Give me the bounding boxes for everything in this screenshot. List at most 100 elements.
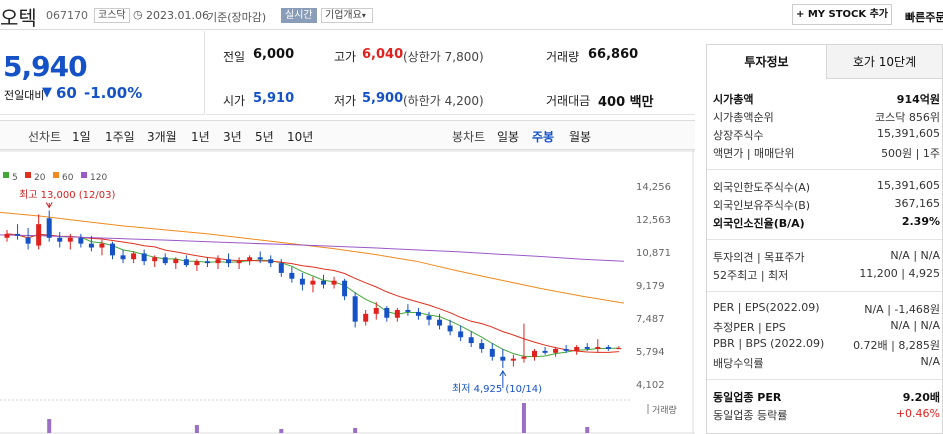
candle-body — [458, 331, 464, 338]
info-row-value: 15,391,605 — [877, 127, 940, 140]
realtime-button[interactable]: 실시간 — [281, 8, 317, 23]
candle-body — [321, 280, 326, 285]
volume-value: 66,860 — [588, 47, 639, 62]
info-row-value: 15,391,605 — [877, 179, 940, 192]
legend-label: 60 — [62, 173, 74, 183]
period-0[interactable]: 1일 — [72, 130, 91, 144]
candle-body — [616, 348, 622, 350]
candle-body — [120, 255, 126, 260]
legend-label: 5 — [12, 173, 18, 183]
candle-body — [36, 224, 42, 246]
candle-body — [141, 253, 147, 262]
candle-body — [173, 259, 179, 264]
volume-bar — [353, 428, 358, 433]
info-row-label: 액면가 | 매매단위 — [713, 147, 795, 160]
period-6[interactable]: 10년 — [287, 130, 314, 144]
period-5[interactable]: 5년 — [255, 130, 274, 144]
info-row: PER | EPS(2022.09) N/A | -1,468원 — [713, 301, 940, 318]
market-badge: 코스닥 — [94, 8, 130, 23]
tab-invest-info[interactable]: 투자정보 — [707, 45, 826, 79]
moving-average-line — [0, 234, 625, 262]
candle-body — [299, 278, 305, 285]
prev-label: 전일 — [223, 50, 246, 64]
lower-limit: (하한가 4,200) — [403, 94, 484, 108]
prev-value: 6,000 — [253, 47, 295, 62]
low-label: 저가 — [334, 94, 357, 108]
candle-body — [236, 261, 242, 264]
info-row-label: 외국인소진율(B/A) — [713, 217, 805, 230]
y-tick-label: 5,794 — [636, 347, 665, 358]
volume-bar — [279, 429, 284, 433]
volume-label: 거래량 — [546, 50, 580, 64]
info-row: 추정PER | EPS N/A | N/A — [713, 319, 940, 336]
candle-body — [162, 257, 168, 264]
price-summary — [206, 31, 695, 115]
candle-body — [194, 261, 200, 266]
info-row: 외국인한도주식수(A) 15,391,605 — [713, 179, 940, 196]
fast-order-button[interactable]: 빠른주문 — [905, 11, 943, 24]
tab-order-book[interactable]: 호가 10단계 — [826, 45, 942, 79]
amount-label: 거래대금 — [546, 94, 591, 108]
chevron-down-icon: ▾ — [361, 11, 366, 20]
candle-body — [342, 280, 348, 297]
company-overview-button[interactable]: 기업개요▾ — [321, 8, 373, 23]
candle-body — [15, 233, 21, 236]
y-tick-label: 7,487 — [636, 314, 665, 325]
candle-chart-label: 봉차트 — [452, 130, 486, 144]
legend-label: 120 — [90, 173, 107, 183]
open-value: 5,910 — [253, 91, 295, 106]
mystock-add-button[interactable]: + MY STOCK 추가 — [792, 4, 892, 25]
candle-body — [25, 237, 31, 244]
legend-swatch — [25, 172, 31, 178]
info-row: 동일업종 PER 9.20배 — [713, 389, 940, 406]
candle-period-1[interactable]: 주봉 — [532, 130, 555, 144]
candle-period-0[interactable]: 일봉 — [497, 130, 520, 144]
candle-body — [563, 348, 569, 351]
info-row-value: 11,200 | 4,925 — [859, 267, 940, 280]
candle-body — [415, 311, 421, 316]
volume-bar — [521, 403, 526, 433]
info-row-label: 상장주식수 — [713, 129, 764, 142]
y-tick-label: 12,563 — [636, 215, 671, 226]
legend-swatch — [53, 172, 59, 178]
price-panel — [0, 31, 205, 115]
high-label: 고가 — [334, 50, 357, 64]
diff-label: 전일대비 — [4, 89, 45, 102]
line-chart-label: 선차트 — [28, 130, 62, 144]
candle-body — [110, 243, 115, 256]
candle-body — [510, 358, 516, 361]
moving-average-line — [6, 233, 619, 353]
volume-bar — [47, 419, 52, 433]
info-row-value: 코스닥 856위 — [875, 111, 940, 124]
info-row-value: N/A — [920, 355, 940, 368]
info-row: 외국인소진율(B/A) 2.39% — [713, 215, 940, 232]
info-row: 상장주식수 15,391,605 — [713, 127, 940, 144]
candle-body — [373, 307, 379, 314]
info-row: 액면가 | 매매단위 500원 | 1주 — [713, 145, 940, 162]
info-row-value: 367,165 — [894, 197, 941, 210]
stock-name: 오텍 — [0, 6, 37, 30]
info-row: 시가총액순위 코스닥 856위 — [713, 109, 940, 126]
period-4[interactable]: 3년 — [223, 130, 242, 144]
info-row: 시가총액 914억원 — [713, 91, 940, 108]
upper-limit: (상한가 7,800) — [403, 50, 484, 64]
period-1[interactable]: 1주일 — [105, 130, 135, 144]
info-row-value: 9.20배 — [902, 391, 940, 404]
candle-body — [152, 257, 158, 262]
candle-period-2[interactable]: 월봉 — [569, 130, 592, 144]
info-row: 외국인보유주식수(B) 367,165 — [713, 197, 940, 214]
basis-label: 기준(장마감) — [207, 11, 267, 24]
period-2[interactable]: 3개월 — [147, 130, 177, 144]
candle-body — [278, 263, 284, 273]
price-rate: -1.00% — [84, 84, 143, 102]
low-value: 5,900 — [362, 91, 404, 106]
candle-body — [595, 346, 601, 349]
info-row-value: N/A | N/A — [890, 249, 940, 262]
max-note: 최고 13,000 (12/03) — [19, 189, 115, 201]
period-3[interactable]: 1년 — [191, 130, 210, 144]
moving-average-line — [6, 233, 619, 358]
info-row-label: 배당수익률 — [713, 357, 764, 370]
info-row-label: 시가총액순위 — [713, 111, 774, 124]
info-row: 동일업종 등락률 +0.46% — [713, 407, 940, 424]
candle-body — [78, 237, 84, 244]
